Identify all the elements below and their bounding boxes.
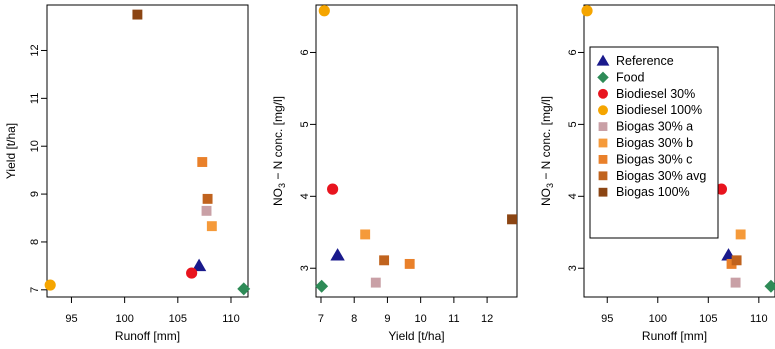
y-tick-label: 4: [567, 193, 579, 199]
legend-label-biogas-30pct-a: Biogas 30% a: [616, 120, 693, 134]
y-tick-label: 5: [567, 121, 579, 127]
x-tick-label: 100: [115, 313, 133, 325]
legend-label-food: Food: [616, 70, 645, 84]
y-tick-label: 5: [299, 121, 311, 127]
x-tick-label: 110: [222, 313, 240, 325]
y-tick-label: 3: [567, 265, 579, 271]
point-reference: [191, 258, 207, 272]
point-biogas-30pct-c: [726, 258, 737, 269]
x-tick-label: 100: [649, 313, 667, 325]
legend-marker-biodiesel-30pct: [598, 88, 608, 99]
point-biogas-30pct-avg: [379, 255, 390, 266]
y-axis-label: NO3 − N conc. [mg/l]: [539, 96, 555, 206]
x-tick-label: 95: [65, 313, 77, 325]
y-tick-label: 8: [29, 239, 41, 245]
y-axis-label: NO3 − N conc. [mg/l]: [271, 96, 287, 206]
point-food: [764, 279, 775, 293]
point-biogas-30pct-c: [404, 258, 415, 269]
y-tick-label: 10: [29, 140, 41, 152]
x-tick-label: 105: [169, 313, 187, 325]
point-biogas-30pct-b: [360, 229, 371, 240]
plot-frame: [46, 4, 249, 298]
point-biodiesel-100pct: [44, 279, 56, 291]
legend-marker-biogas-30pct-b: [598, 138, 608, 148]
x-tick-label: 95: [601, 313, 613, 325]
point-biogas-30pct-avg: [202, 193, 213, 204]
legend-marker-biogas-30pct-c: [598, 155, 608, 164]
x-axis-label: Runoff [mm]: [642, 329, 707, 343]
x-tick-label: 105: [699, 313, 717, 325]
legend-marker-food: [597, 71, 609, 84]
x-tick-label: 110: [750, 313, 768, 325]
legend-box: [589, 46, 719, 239]
legend-label-biogas-30pct-avg: Biogas 30% avg: [616, 169, 706, 183]
y-tick-label: 9: [29, 191, 41, 197]
x-tick-label: 8: [351, 313, 357, 325]
legend: Reference Food Biodiesel 30% Biodiesel 100%…: [589, 46, 719, 239]
y-tick-label: 3: [299, 265, 311, 271]
y-tick-label: 12: [29, 44, 41, 56]
y-tick-label: 4: [299, 193, 311, 199]
legend-label-reference: Reference: [616, 54, 674, 68]
point-biodiesel-30pct: [327, 183, 339, 195]
legend-label-biogas-100pct: Biogas 100%: [616, 185, 690, 199]
point-biogas-30pct-b: [206, 221, 217, 232]
point-biogas-100pct: [507, 214, 517, 225]
x-tick-label: 9: [384, 313, 390, 325]
scatter-panel-yield-nitrate: 7 8 9 10 11 12 3 4 5 6 Yield [t/ha] NO3 − N conc. […: [271, 4, 518, 343]
plot-frame: [583, 4, 775, 298]
y-tick-label: 11: [29, 93, 41, 104]
point-biogas-30pct-b: [735, 229, 746, 240]
legend-label-biogas-30pct-b: Biogas 30% b: [616, 136, 693, 150]
y-tick-label: 6: [567, 49, 579, 55]
point-biogas-30pct-c: [197, 157, 208, 167]
y-tick-label: 7: [29, 287, 41, 293]
point-food: [315, 279, 329, 293]
plot-frame: [315, 4, 518, 298]
y-tick-label: 6: [299, 49, 311, 55]
legend-label-biodiesel-30pct: Biodiesel 30%: [616, 87, 695, 101]
point-biodiesel-30pct: [715, 183, 728, 195]
scatter-panel-runoff-nitrate: 95 100 105 110 3 4 5 6 Runoff [mm] NO3 − N conc. …: [539, 4, 775, 343]
legend-label-biodiesel-100pct: Biodiesel 100%: [616, 103, 702, 117]
x-axis-label: Yield [t/ha]: [388, 329, 444, 343]
y-axis-label: Yield [t/ha]: [4, 123, 18, 179]
point-biodiesel-100pct: [318, 5, 330, 17]
point-biogas-30pct-a: [370, 277, 381, 288]
legend-marker-biogas-30pct-a: [598, 122, 608, 131]
x-tick-label: 11: [448, 313, 459, 325]
x-axis-label: Runoff [mm]: [115, 329, 180, 343]
point-food: [237, 282, 251, 296]
point-biodiesel-30pct: [186, 267, 198, 279]
point-biogas-30pct-avg: [731, 255, 742, 266]
point-biogas-100pct: [132, 9, 143, 20]
point-biogas-30pct-a: [730, 277, 741, 288]
legend-marker-biogas-100pct: [598, 187, 608, 197]
point-biogas-30pct-a: [201, 205, 212, 216]
legend-label-biogas-30pct-c: Biogas 30% c: [616, 152, 692, 166]
legend-marker-biogas-30pct-avg: [598, 171, 608, 181]
point-reference: [330, 248, 345, 261]
legend-marker-reference: [596, 54, 610, 66]
legend-marker-biodiesel-100pct: [598, 105, 608, 116]
x-tick-label: 7: [318, 313, 324, 325]
x-tick-label: 12: [481, 313, 493, 325]
scatter-panel-runoff-yield: 95 100 105 110 7 8 9 10 11 12 Runoff [mm] Yield [t/…: [4, 4, 251, 343]
x-tick-label: 10: [415, 313, 427, 325]
point-biodiesel-100pct: [581, 5, 593, 17]
